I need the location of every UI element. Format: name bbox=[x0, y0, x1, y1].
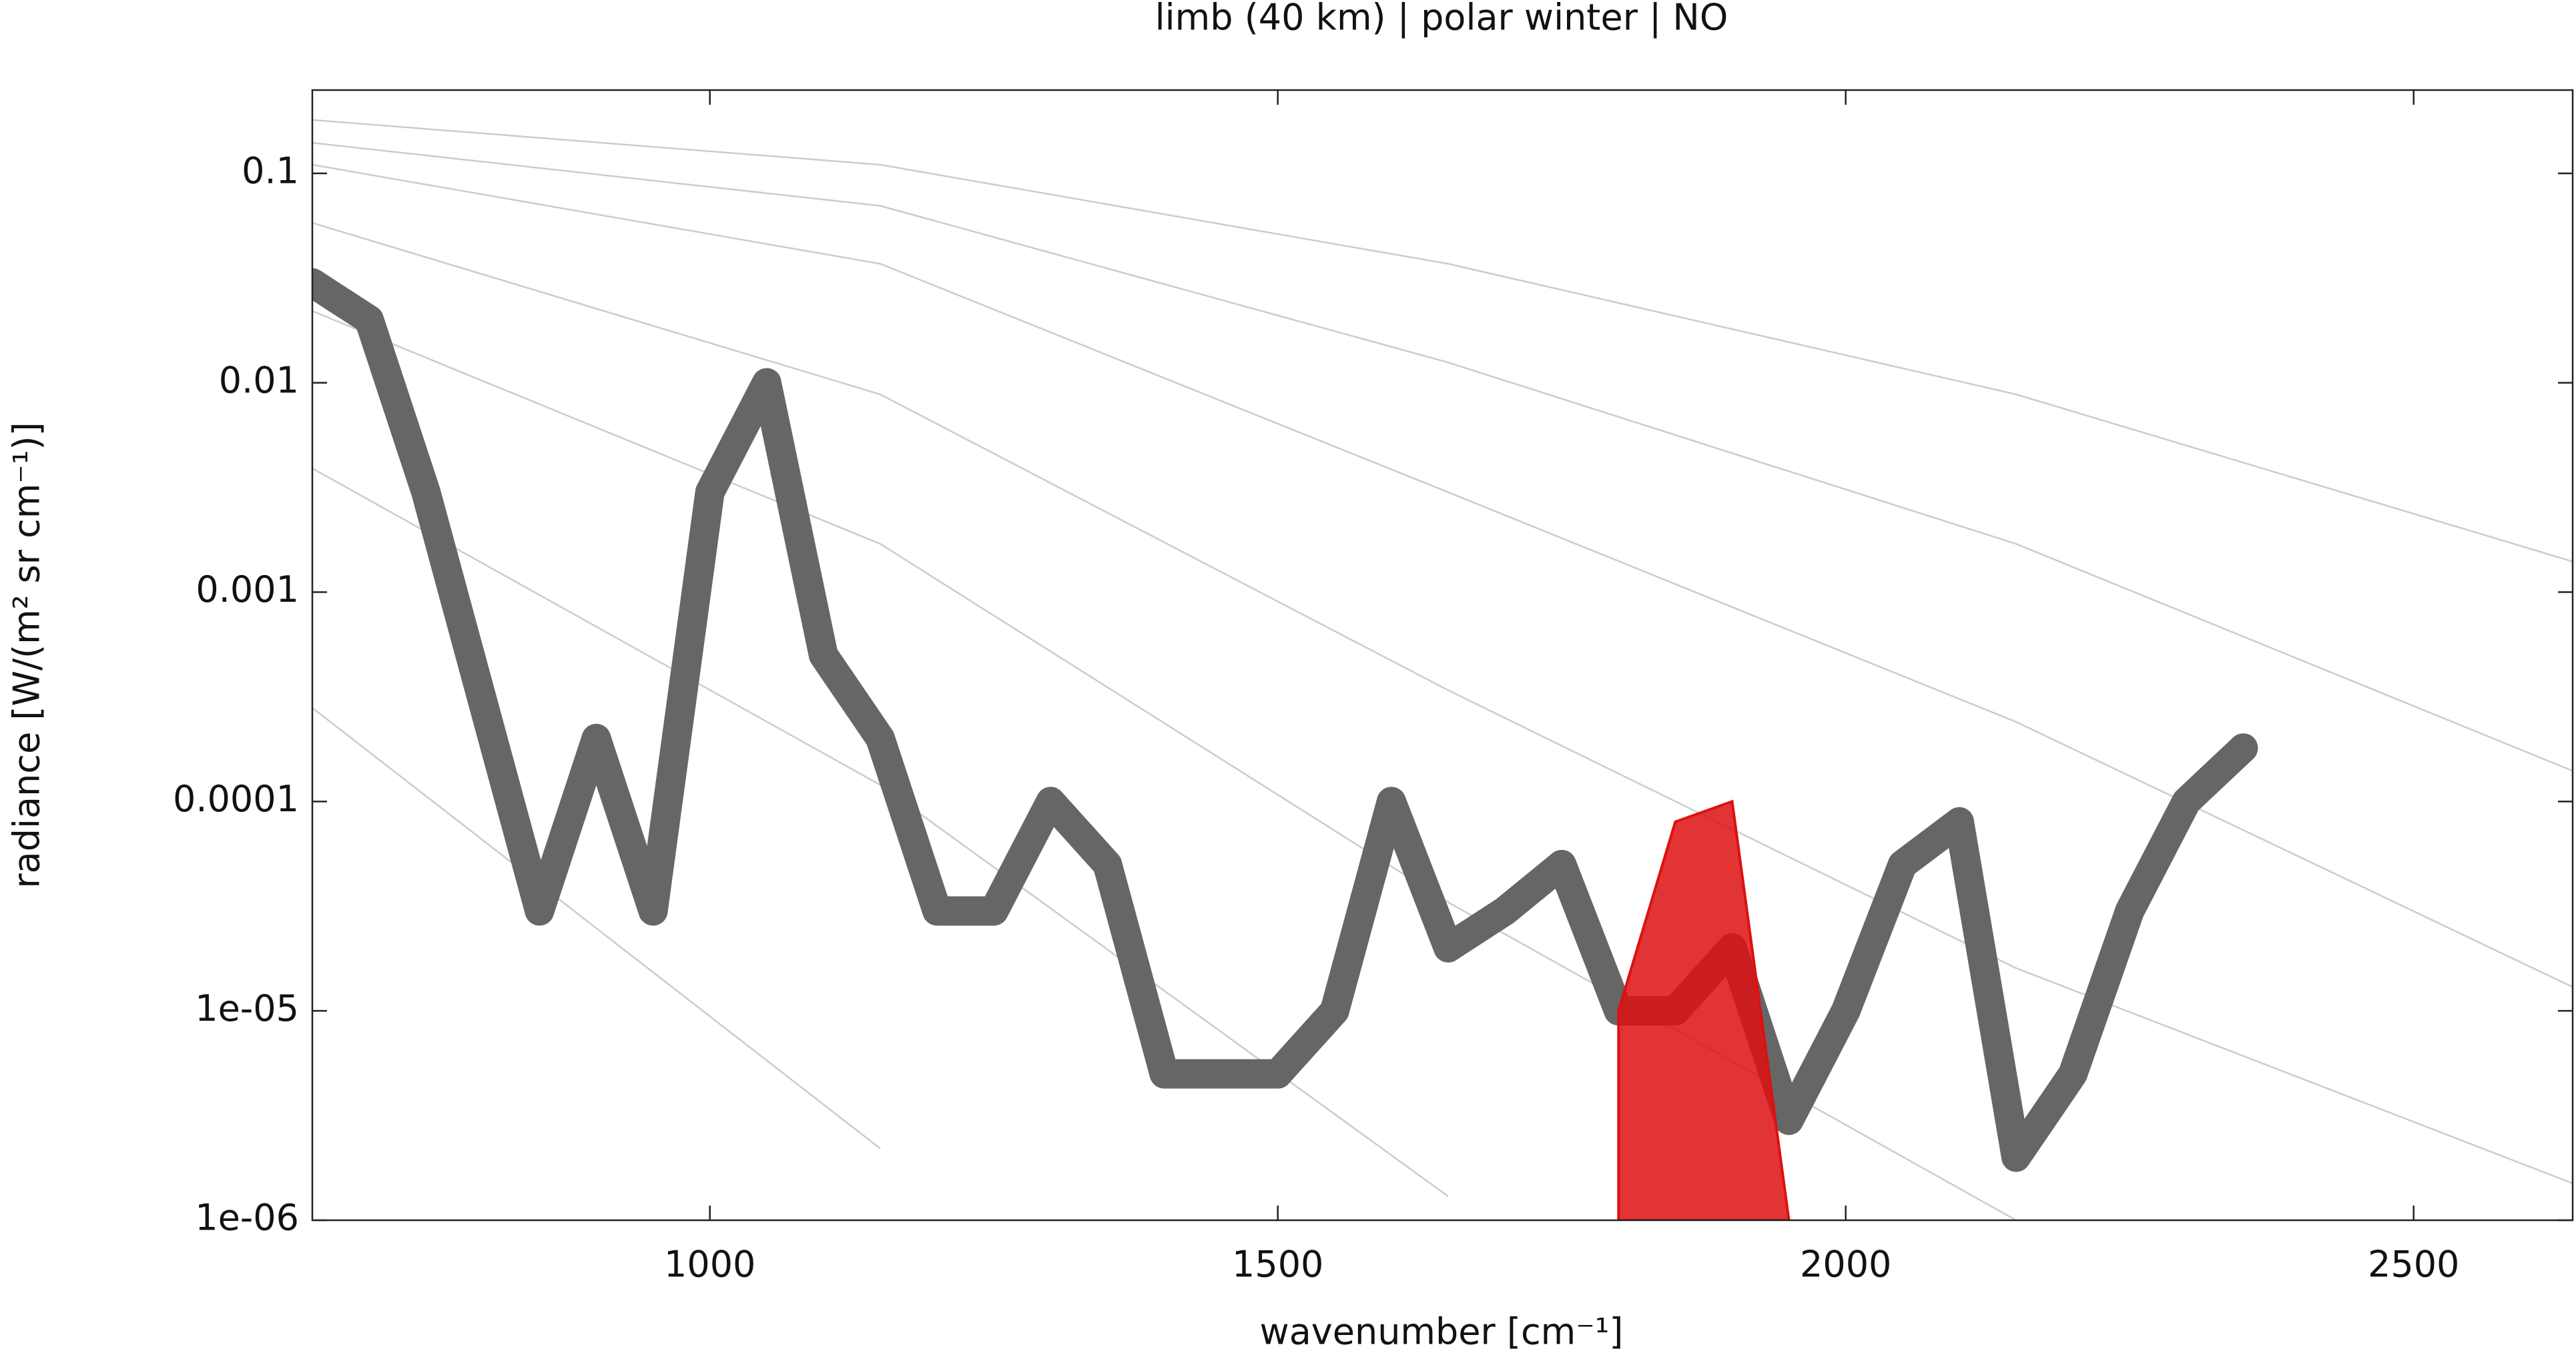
planck-curve bbox=[312, 707, 881, 1150]
x-tick-label: 2000 bbox=[1800, 1244, 1891, 1286]
y-axis-label: radiance [W/(m² sr cm⁻¹)] bbox=[6, 422, 48, 888]
y-tick-label: 0.1 bbox=[242, 150, 299, 192]
planck-curve bbox=[312, 163, 2573, 988]
x-tick-label: 1000 bbox=[664, 1244, 755, 1286]
plot-frame bbox=[311, 89, 2574, 1222]
planck-curve bbox=[312, 119, 2573, 562]
no-area bbox=[1617, 799, 1791, 1220]
planck-curve bbox=[312, 141, 2573, 772]
y-tick-label: 1e-06 bbox=[195, 1197, 299, 1239]
y-tick-label: 0.01 bbox=[219, 359, 299, 401]
planck-curve bbox=[312, 221, 2573, 1184]
y-tick-label: 1e-05 bbox=[195, 987, 299, 1029]
y-tick-label: 0.001 bbox=[196, 568, 299, 610]
plot-area bbox=[312, 119, 2573, 1220]
spectrum-line bbox=[312, 268, 2258, 1172]
x-tick-label: 1500 bbox=[1232, 1244, 1323, 1286]
x-axis-label: wavenumber [cm⁻¹] bbox=[1260, 1311, 1624, 1353]
x-tick-label: 2500 bbox=[2368, 1244, 2459, 1286]
chart-title: limb (40 km) | polar winter | NO bbox=[1155, 0, 1728, 39]
y-tick-label: 0.0001 bbox=[173, 778, 299, 820]
